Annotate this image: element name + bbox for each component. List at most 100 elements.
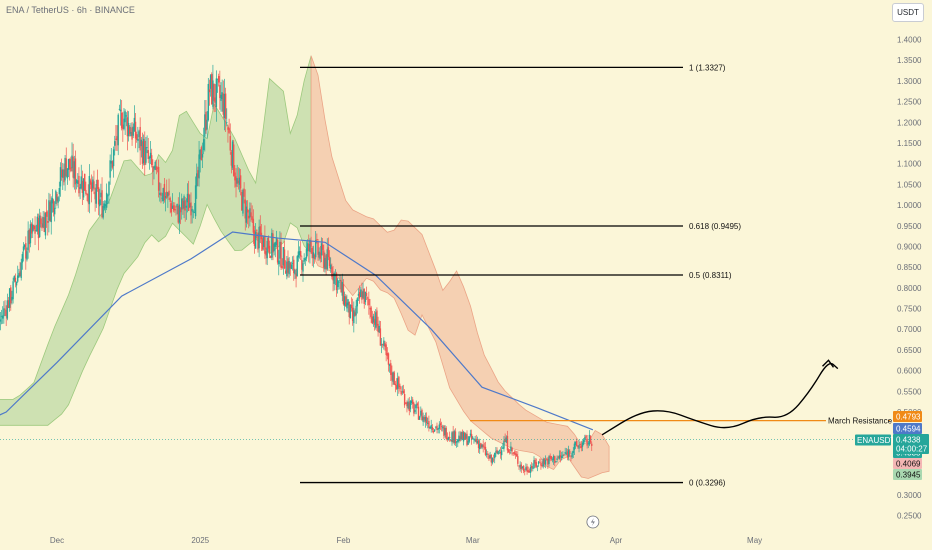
candle-body [578,444,580,449]
price-axis-label: 1.0500 [897,180,922,189]
candle-body [494,452,496,459]
candle-body [491,457,494,463]
candle-body [356,298,358,307]
price-axis-label: 0.3000 [897,491,922,500]
candle-body [257,233,259,250]
candle-body [22,246,25,251]
candle-body [155,166,158,171]
candle-body [316,238,318,240]
candle-body [468,436,471,442]
candle-body [199,149,201,159]
candle-body [539,461,541,463]
candle-body [26,251,28,260]
symbol-tag[interactable] [855,434,891,446]
candle-body [127,122,130,137]
candle-body [216,78,219,80]
candle-body [448,437,451,439]
candle-body [472,437,474,439]
candle-body [178,204,181,223]
candle-body [513,452,516,454]
candle-body [95,184,97,204]
candle-body [353,310,355,324]
candle-body [115,138,117,140]
candle-body [62,169,64,178]
candle-body [146,147,148,148]
candle-body [30,223,33,234]
candle-body [14,277,17,282]
candle-body [453,431,456,443]
candle-body [507,449,510,453]
candle-body [502,447,504,449]
candle-body [589,436,592,443]
time-axis-label: Feb [337,536,351,545]
candle-body [2,315,4,319]
candle-body [543,458,546,465]
candle-body [395,385,398,390]
candle-body [100,192,102,198]
candle-body [111,161,114,168]
candle-body [305,248,308,259]
candle-body [325,255,327,269]
candle-body [296,256,298,277]
candle-body [33,225,35,229]
candle-body [185,205,188,208]
candle-body [45,211,48,217]
candle-body [524,471,526,472]
candle-body [156,167,159,169]
currency-button[interactable]: USDT [892,3,924,22]
price-axis-label: 0.5500 [897,387,922,396]
candle-body [416,403,419,406]
candle-body [0,319,2,322]
candle-body [92,179,94,189]
candle-body [80,176,82,189]
candle-body [550,456,553,460]
candle-body [333,273,335,284]
candle-body [546,459,548,461]
candle-body [385,344,387,355]
candle-body [74,158,77,185]
candle-body [220,94,222,101]
candle-body [69,158,71,170]
candle-body [440,426,443,427]
candle-body [134,121,137,139]
candle-body [154,161,156,170]
candle-body [581,442,584,447]
candle-body [569,451,571,455]
candle-body [122,124,124,130]
candle-body [554,456,556,463]
candle-body [5,309,7,317]
candle-body [397,378,399,389]
candle-body [521,467,524,469]
candle-body [525,467,527,471]
price-tag-value: 0.3945 [896,471,921,480]
candle-body [222,93,225,115]
candle-body [563,454,565,456]
candle-body [297,251,300,258]
candle-body [272,233,274,253]
candle-body [588,434,591,445]
candle-body [403,394,406,406]
candle-body [126,117,129,137]
candle-body [63,169,65,183]
candle-body [388,364,391,366]
candle-body [219,85,221,99]
candle-body [577,445,579,448]
price-axis-label: 1.1000 [897,160,922,169]
candle-body [562,454,564,456]
candle-body [438,424,440,429]
candle-body [432,431,435,433]
candle-body [79,187,81,190]
candle-body [394,383,397,386]
candle-body [36,216,39,232]
candle-body [428,421,430,428]
candle-body [228,127,230,133]
candle-body [107,195,109,197]
candle-body [157,166,160,191]
candle-body [261,238,264,250]
candle-body [0,315,3,317]
candle-body [131,127,133,140]
candle-body [585,435,587,438]
price-axis-label: 1.4000 [897,36,922,45]
candle-body [439,423,442,426]
